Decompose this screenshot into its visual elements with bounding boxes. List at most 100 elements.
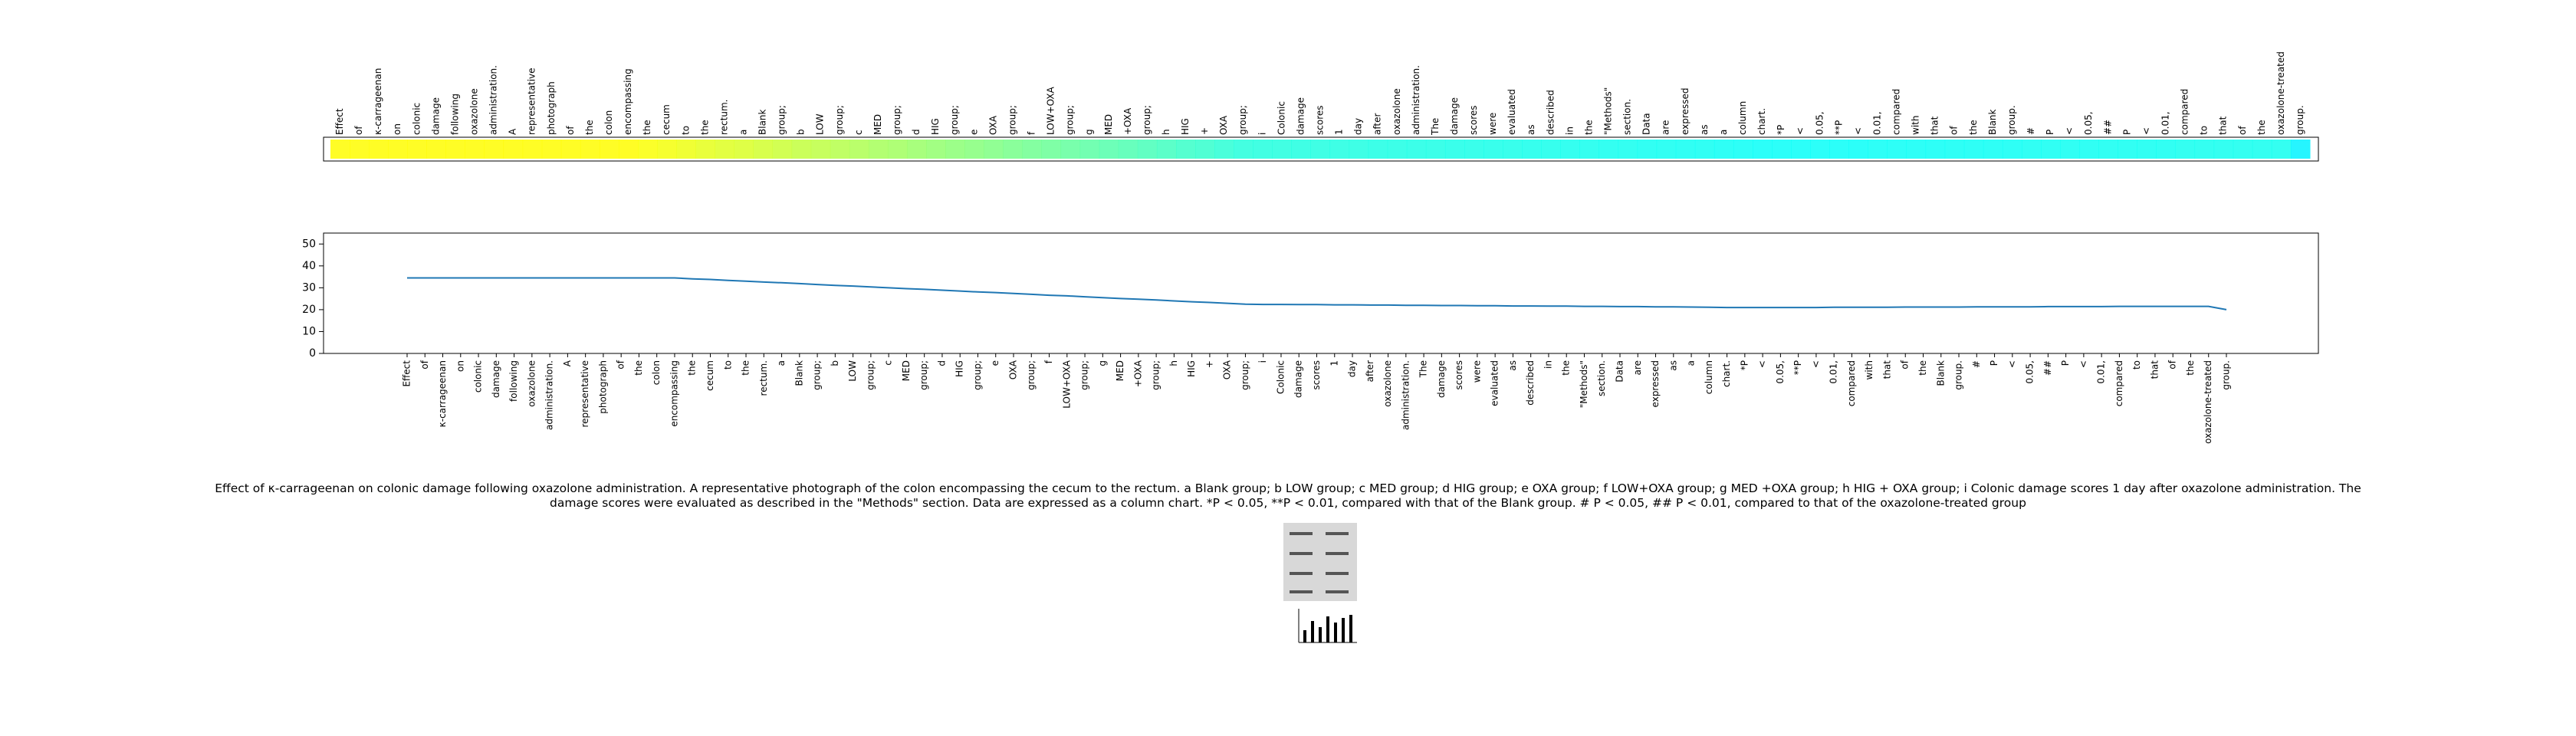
token-label: described <box>1545 90 1556 135</box>
heatmap-cell <box>1444 140 1465 159</box>
heatmap-cell <box>868 140 889 159</box>
x-tick-label: A <box>562 360 573 366</box>
token-label: oxazolone <box>1392 88 1402 135</box>
x-tick-label: +OXA <box>1132 360 1143 387</box>
heatmap-cell <box>1791 140 1811 159</box>
x-tick-label: evaluated <box>1490 360 1500 406</box>
heatmap-cell <box>2098 140 2118 159</box>
heatmap-cell <box>1637 140 1658 159</box>
x-tick-label: b <box>830 360 840 366</box>
token-label: section. <box>1622 99 1633 135</box>
token-label: colonic <box>411 103 422 135</box>
heatmap-cell <box>2213 140 2234 159</box>
token-label: in <box>1564 127 1575 135</box>
heatmap-cell <box>599 140 619 159</box>
photo-panel <box>1283 523 1357 601</box>
x-tick-label: colonic <box>473 360 484 393</box>
x-tick-label: representative <box>580 360 590 428</box>
x-tick-label: d <box>936 360 947 366</box>
token-label: P <box>2121 130 2132 135</box>
x-tick-label: section. <box>1596 360 1607 396</box>
heatmap-cell <box>984 140 1004 159</box>
heatmap-cell <box>1887 140 1907 159</box>
token-label: 0.05, <box>2083 111 2094 135</box>
x-tick-label: group; <box>1151 360 1162 390</box>
x-tick-label: + <box>1204 360 1214 368</box>
token-label: group. <box>2295 105 2305 135</box>
token-label: b <box>796 129 807 135</box>
token-label: group; <box>949 105 960 135</box>
token-label: scores <box>1315 106 1326 136</box>
token-label: compared <box>1891 89 1902 135</box>
heatmap-cell <box>1425 140 1446 159</box>
heatmap-cell <box>465 140 485 159</box>
token-label: g <box>1084 129 1095 135</box>
token-label: photograph <box>546 81 557 135</box>
x-tick-label: OXA <box>1222 360 1233 380</box>
y-tick-label: 0 <box>309 347 316 360</box>
x-tick-label: MED <box>901 360 912 381</box>
heatmap-cell <box>1829 140 1849 159</box>
token-label: 1 <box>1334 129 1345 135</box>
x-tick-label: < <box>1810 360 1821 368</box>
heatmap-cell <box>907 140 927 159</box>
heatmap-cell <box>1772 140 1792 159</box>
heatmap-cell <box>1598 140 1619 159</box>
caption: Effect of κ-carrageenan on colonic damag… <box>215 481 2361 510</box>
x-tick-label: The <box>1418 360 1429 378</box>
token-label: 0.05, <box>1814 111 1825 135</box>
x-tick-label: g <box>1097 360 1108 366</box>
mini-bar-chart <box>1298 609 1357 643</box>
token-label: *P <box>1776 125 1786 135</box>
heatmap-cell <box>2271 140 2292 159</box>
heatmap-cell <box>1272 140 1292 159</box>
token-label: i <box>1257 133 1267 135</box>
x-tick-label: colon <box>651 360 662 385</box>
heatmap-cell <box>1944 140 1965 159</box>
x-tick-label: 0.05, <box>1775 360 1786 384</box>
x-tick-label: group; <box>1079 360 1090 390</box>
x-tick-label: of <box>419 360 430 369</box>
heatmap-cell <box>753 140 774 159</box>
heatmap-cell <box>1118 140 1138 159</box>
token-label: group; <box>1237 105 1248 135</box>
heatmap-cell <box>2118 140 2137 159</box>
x-tick-label: f <box>1043 360 1054 363</box>
y-tick-label: 50 <box>302 238 316 250</box>
heatmap-cell <box>1079 140 1100 159</box>
heatmap-cell <box>1810 140 1830 159</box>
heatmap-cell <box>695 140 715 159</box>
heatmap-cell <box>541 140 562 159</box>
x-tick-label: cecum <box>705 360 715 391</box>
x-tick-label: the <box>741 360 751 376</box>
token-label: a <box>738 130 748 135</box>
x-tick-label: of <box>616 360 626 369</box>
heatmap-cell <box>580 140 600 159</box>
x-tick-label: oxazolone <box>1382 360 1393 407</box>
heatmap-cell <box>1022 140 1043 159</box>
heatmap-cell <box>619 140 639 159</box>
token-label: following <box>449 94 460 135</box>
token-label: κ-carrageenan <box>373 68 383 135</box>
x-tick-label: column <box>1704 360 1714 394</box>
token-label: Colonic <box>1276 101 1286 135</box>
x-tick-label: Blank <box>1935 360 1946 386</box>
x-tick-label: Colonic <box>1275 360 1286 394</box>
x-tick-label: oxazolone <box>526 360 537 407</box>
token-label: oxazolone-treated <box>2275 51 2286 135</box>
heatmap-cell <box>1618 140 1638 159</box>
y-tick-label: 40 <box>302 260 316 272</box>
heatmap-cell <box>484 140 504 159</box>
heatmap-cell <box>1329 140 1350 159</box>
token-label: MED <box>1103 114 1114 135</box>
token-label: evaluated <box>1506 89 1517 135</box>
x-tick-label: that <box>2149 360 2160 380</box>
x-tick-label: group; <box>918 360 929 390</box>
x-tick-label: group; <box>1026 360 1037 390</box>
token-label: administration. <box>488 65 499 135</box>
token-label: to <box>2199 126 2210 135</box>
token-label: scores <box>1468 106 1479 136</box>
token-label: are <box>1661 120 1671 135</box>
token-label: MED <box>872 114 883 135</box>
